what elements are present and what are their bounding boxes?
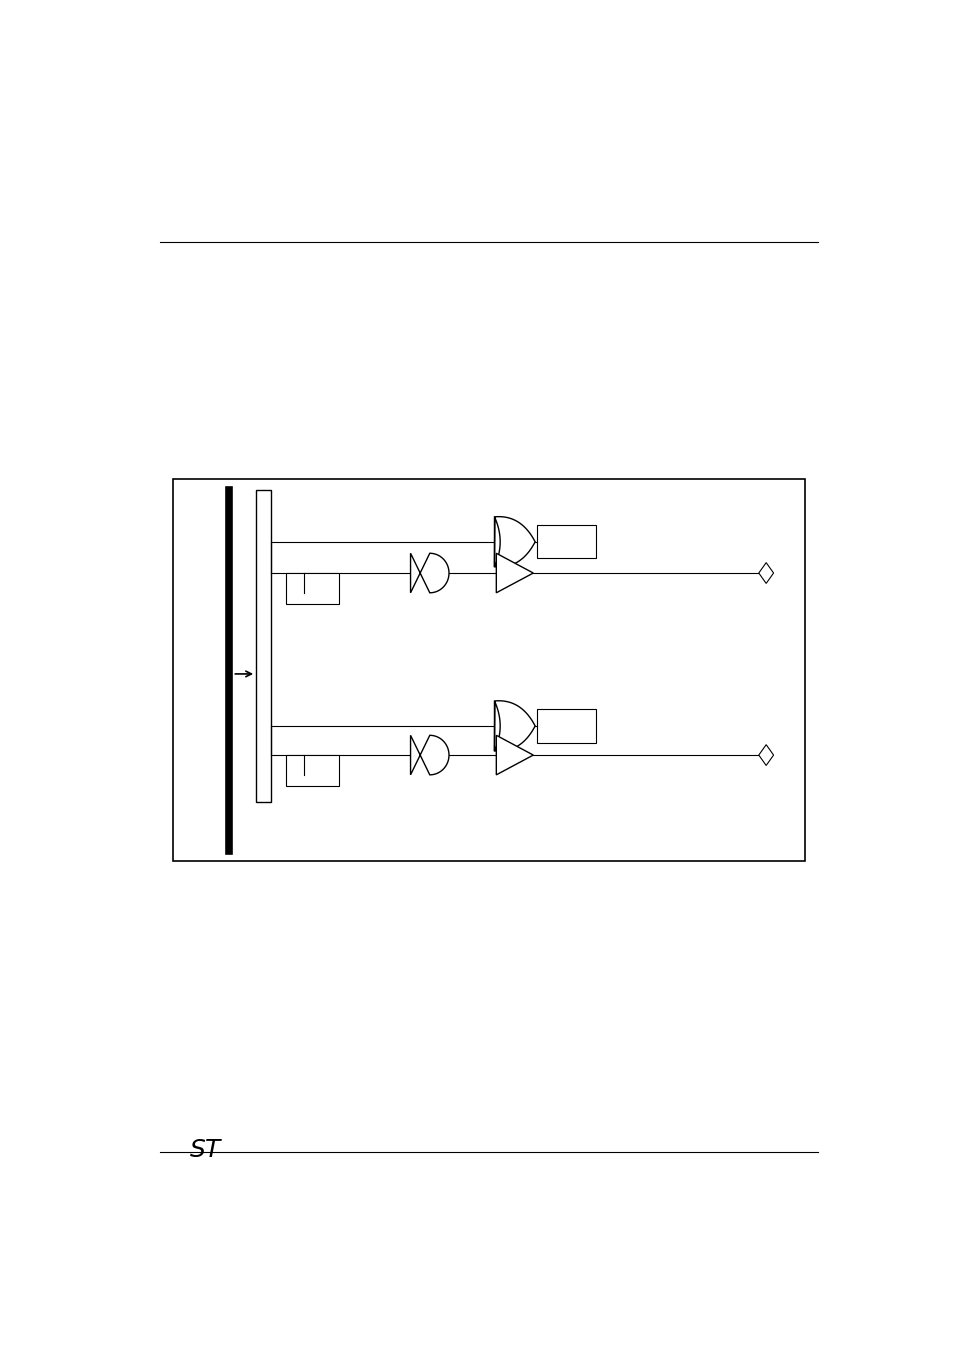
Polygon shape <box>494 516 535 567</box>
Polygon shape <box>758 562 773 584</box>
Polygon shape <box>496 554 533 593</box>
Polygon shape <box>410 735 449 775</box>
Bar <box>537 526 596 558</box>
Text: $\mathit{ST}$: $\mathit{ST}$ <box>190 1139 224 1162</box>
Bar <box>173 480 803 861</box>
Bar <box>537 709 596 743</box>
Polygon shape <box>496 735 533 775</box>
Bar <box>285 573 338 604</box>
Polygon shape <box>494 701 535 751</box>
Bar <box>285 755 338 786</box>
Bar <box>255 490 271 802</box>
Polygon shape <box>758 744 773 766</box>
Polygon shape <box>410 554 449 593</box>
